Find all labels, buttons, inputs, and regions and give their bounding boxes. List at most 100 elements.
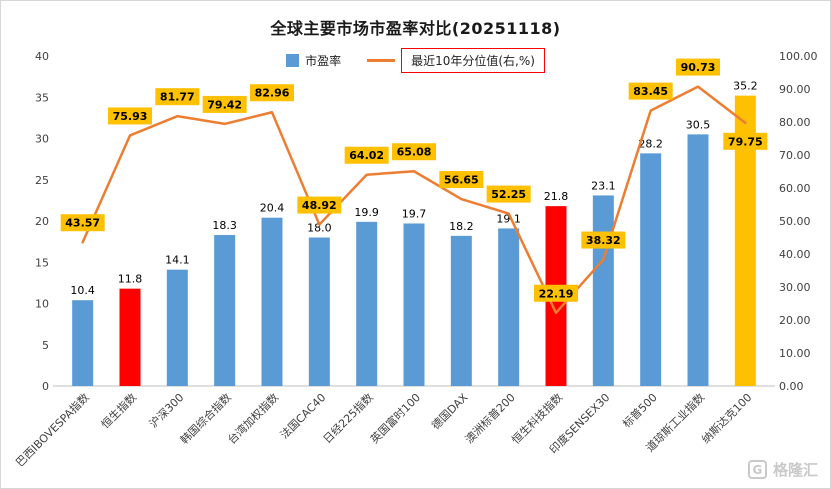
percentile-value-label: 22.19 (539, 287, 574, 300)
percentile-value-label: 82.96 (255, 87, 290, 100)
bar-value-label: 35.2 (733, 80, 758, 93)
watermark-text: 格隆汇 (772, 461, 818, 479)
right-axis-tick: 20.00 (779, 314, 811, 327)
category-label: 纳斯达克100 (699, 391, 754, 446)
bar (72, 300, 94, 386)
right-axis-tick: 0.00 (779, 380, 804, 393)
percentile-label-box (155, 88, 200, 106)
category-label: 标普500 (619, 390, 659, 430)
left-axis-tick: 5 (42, 339, 49, 352)
bar-series-swatch (286, 54, 300, 67)
left-axis-tick: 15 (35, 256, 49, 269)
percentile-value-label: 48.92 (302, 199, 337, 212)
percentile-label-box (486, 185, 531, 203)
percentile-value-label: 43.57 (65, 217, 100, 230)
percentile-value-label: 90.73 (681, 61, 716, 74)
category-label: 法国CAC40 (277, 390, 328, 441)
category-label: 英国富时100 (367, 390, 423, 446)
percentile-value-label: 65.08 (397, 146, 432, 159)
left-axis-tick: 25 (35, 174, 49, 187)
legend-item-pe: 市盈率 (286, 52, 341, 69)
percentile-value-label: 38.32 (586, 234, 621, 247)
bar-value-label: 11.8 (118, 273, 143, 286)
right-axis-tick: 60.00 (779, 182, 811, 195)
bar-value-label: 23.1 (591, 179, 616, 192)
bar (640, 153, 662, 386)
left-axis-tick: 0 (42, 380, 49, 393)
percentile-line (81, 85, 747, 315)
percentile-value-label: 81.77 (160, 91, 195, 104)
right-axis-tick: 90.00 (779, 83, 811, 96)
bar (734, 95, 756, 386)
bar (498, 228, 520, 386)
percentile-label-box (534, 284, 578, 302)
bar (356, 221, 378, 386)
percentile-label-box (250, 84, 294, 102)
category-label: 恒生指数 (98, 390, 139, 431)
right-axis-tick: 40.00 (779, 248, 811, 261)
percentile-label-box (439, 171, 484, 189)
left-axis-tick: 30 (35, 133, 49, 146)
left-axis-tick: 40 (35, 50, 49, 63)
bar (687, 134, 709, 386)
bar (166, 269, 188, 386)
bar-value-label: 20.4 (260, 202, 285, 215)
bar-value-label: 10.4 (70, 284, 95, 297)
bar-value-label: 19.1 (496, 212, 521, 225)
left-axis-tick: 35 (35, 91, 49, 104)
bar-value-label: 18.0 (307, 222, 332, 235)
percentile-value-label: 52.25 (491, 188, 526, 201)
percentile-value-label: 83.45 (633, 85, 668, 98)
percentile-label-box (202, 95, 247, 113)
bar-value-label: 28.2 (638, 137, 663, 150)
legend-label-pe: 市盈率 (305, 54, 342, 68)
category-label: 巴西IBOVESPA指数 (13, 390, 92, 469)
percentile-label-box (581, 231, 626, 249)
percentile-value-label: 64.02 (349, 149, 384, 162)
bar (119, 288, 141, 386)
percentile-label-box (344, 146, 389, 164)
right-axis-tick: 10.00 (779, 347, 811, 360)
bar (450, 235, 472, 386)
legend-label-percentile: 最近10年分位值(右,%) (401, 48, 545, 73)
left-axis-tick: 20 (35, 215, 49, 228)
left-axis-tick: 10 (35, 298, 49, 311)
legend: 市盈率 最近10年分位值(右,%) (1, 48, 830, 73)
bar-value-label: 19.7 (402, 207, 427, 220)
category-label: 德国DAX (428, 390, 470, 432)
right-axis-tick: 30.00 (779, 281, 811, 294)
legend-item-percentile: 最近10年分位值(右,%) (367, 48, 545, 73)
bar (403, 223, 425, 386)
gelonghui-logo-icon: G (747, 460, 767, 479)
percentile-label-box (60, 214, 105, 232)
percentile-label-box (676, 58, 720, 76)
category-label: 沪深300 (146, 390, 186, 430)
bar (261, 217, 283, 386)
line-series-swatch (367, 59, 396, 62)
watermark: G 格隆汇 (747, 459, 818, 480)
bar (214, 235, 236, 386)
percentile-value-label: 79.75 (728, 135, 763, 148)
right-axis-tick: 50.00 (779, 215, 811, 228)
percentile-label-box (108, 107, 152, 125)
percentile-value-label: 79.42 (207, 98, 242, 111)
percentile-label-box (723, 132, 768, 150)
bar-value-label: 30.5 (686, 118, 711, 131)
percentile-value-label: 75.93 (113, 110, 148, 123)
chart-title: 全球主要市场市盈率对比(20251118) (270, 19, 561, 38)
percentile-label-box (628, 82, 673, 100)
bar-value-label: 21.8 (544, 190, 569, 203)
right-axis-tick: 100.00 (779, 50, 818, 63)
bar-value-label: 18.3 (212, 219, 237, 232)
percentile-label-box (297, 196, 342, 214)
category-label: 台湾加权指数 (225, 390, 282, 447)
percentile-value-label: 56.65 (444, 174, 479, 187)
bar-value-label: 18.2 (449, 220, 474, 233)
percentile-label-box (392, 143, 436, 161)
bar-value-label: 14.1 (165, 254, 190, 267)
bar (592, 195, 614, 386)
right-axis-tick: 80.00 (779, 116, 811, 129)
right-axis-tick: 70.00 (779, 149, 811, 162)
